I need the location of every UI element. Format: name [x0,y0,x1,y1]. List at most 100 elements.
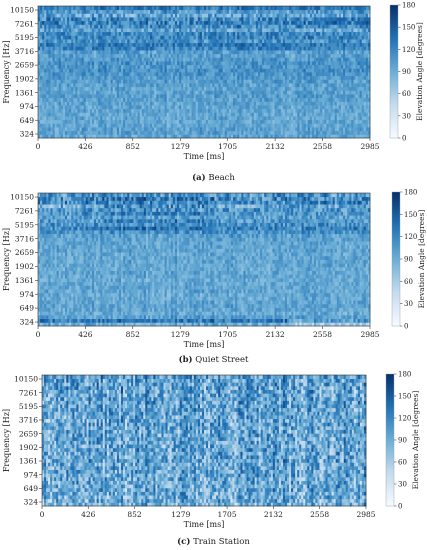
heatmap-cell [112,86,116,91]
heatmap-cell [116,130,120,135]
heatmap-cell [336,46,340,51]
heatmap-cell [94,20,97,25]
heatmap-cell [367,35,371,40]
heatmap-cell [158,68,161,73]
heatmap-cell [245,39,248,44]
heatmap-cell [262,64,265,69]
heatmap-cell [316,130,319,135]
heatmap-cell [324,57,327,62]
heatmap-cell [220,119,224,124]
heatmap-cell [96,97,99,102]
heatmap-cell [160,134,163,139]
heatmap-cell [284,42,288,47]
heatmap-cell [264,75,267,80]
heatmap-cell [322,101,325,106]
heatmap-cell [363,68,367,73]
heatmap-cell [170,42,174,47]
heatmap-cell [316,57,319,62]
heatmap-cell [257,112,261,117]
heatmap-cell [116,50,120,55]
heatmap-cell [189,46,192,51]
heatmap-cell [276,105,280,110]
heatmap-cell [100,72,103,77]
heatmap-cell [67,86,70,91]
heatmap-cell [44,53,47,58]
heatmap-cell [81,75,85,80]
heatmap-cell [241,94,244,99]
heatmap-cell [237,57,240,62]
heatmap-cell [102,57,105,62]
heatmap-cell [343,119,346,124]
heatmap-cell [98,105,101,110]
heatmap-cell [280,134,284,139]
heatmap-cell [351,68,354,73]
heatmap-cell [54,72,58,77]
heatmap-cell [147,101,151,106]
heatmap-cell [91,134,95,139]
heatmap-cell [54,130,58,135]
heatmap-cell [118,72,122,77]
heatmap-cell [147,57,151,62]
heatmap-cell [299,72,302,77]
heatmap-cell [332,46,336,51]
heatmap-cell [220,108,224,113]
heatmap-cell [83,79,87,84]
heatmap-cell [91,123,95,128]
heatmap-cell [303,64,307,69]
heatmap-cell [164,28,168,33]
heatmap-cell [301,79,305,84]
heatmap-cell [303,24,307,29]
heatmap-cell [164,112,168,117]
heatmap-cell [73,97,76,102]
heatmap-cell [87,101,91,106]
heatmap-cell [266,57,269,62]
heatmap-cell [98,79,101,84]
heatmap-cell [38,61,41,66]
heatmap-cell [201,108,205,113]
heatmap-cell [44,28,47,33]
heatmap-cell [89,72,93,77]
heatmap-cell [152,112,155,117]
heatmap-cell [129,68,132,73]
heatmap-cell [81,86,85,91]
heatmap-cell [50,119,53,124]
heatmap-cell [347,108,350,113]
heatmap-cell [220,79,224,84]
heatmap-cell [345,101,348,106]
heatmap-cell [60,97,64,102]
heatmap-cell [189,61,192,66]
heatmap-cell [253,75,257,80]
heatmap-cell [135,68,139,73]
heatmap-cell [201,97,205,102]
heatmap-cell [62,64,66,69]
heatmap-cell [48,31,51,36]
heatmap-cell [243,108,246,113]
heatmap-cell [204,108,207,113]
heatmap-cell [44,42,47,47]
heatmap-cell [311,130,315,135]
heatmap-cell [251,134,255,139]
heatmap-cell [301,86,305,91]
heatmap-cell [85,28,89,33]
heatmap-cell [243,130,246,135]
heatmap-cell [46,24,49,29]
heatmap-cell [162,35,165,40]
heatmap-cell [355,90,358,95]
heatmap-cell [230,79,234,84]
heatmap-cell [139,119,143,124]
heatmap-cell [166,53,170,58]
heatmap-cell [272,108,275,113]
heatmap-cell [73,94,76,99]
heatmap-cell [233,90,236,95]
heatmap-cell [77,123,80,128]
heatmap-cell [166,127,170,132]
heatmap-cell [112,24,116,29]
heatmap-cell [179,105,182,110]
heatmap-cell [206,46,209,51]
heatmap-cell [181,57,184,62]
heatmap-cell [121,94,124,99]
heatmap-cell [214,57,217,62]
heatmap-cell [106,35,109,40]
heatmap-cell [255,130,259,135]
heatmap-cell [307,57,311,62]
